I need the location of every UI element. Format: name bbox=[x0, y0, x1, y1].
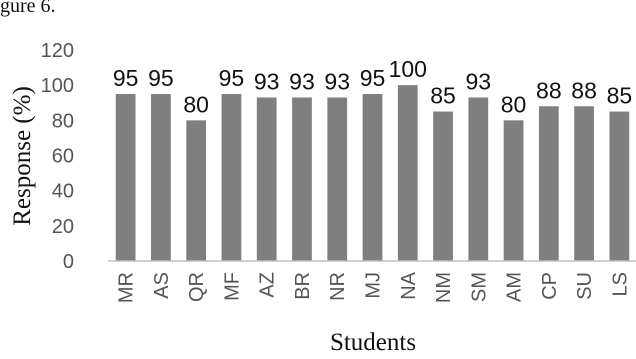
x-tick-label: NM bbox=[433, 272, 455, 303]
bar-nm bbox=[433, 111, 453, 262]
x-tick-label: LS bbox=[609, 272, 631, 296]
bar-mf bbox=[221, 93, 242, 261]
y-tick-label: 20 bbox=[52, 216, 74, 238]
x-tick-label: SM bbox=[468, 272, 490, 302]
bar-br bbox=[292, 97, 312, 261]
x-tick-label: MJ bbox=[363, 272, 385, 299]
data-label: 95 bbox=[360, 65, 386, 91]
bar-qr bbox=[186, 120, 207, 261]
bar-na bbox=[397, 85, 418, 262]
data-label: 93 bbox=[324, 68, 350, 94]
data-label: 85 bbox=[607, 83, 633, 109]
y-axis-ticks: 0 20 40 60 80 100 120 bbox=[41, 40, 74, 273]
bar-as bbox=[151, 93, 171, 261]
y-tick-label: 80 bbox=[52, 110, 74, 132]
data-label: 95 bbox=[113, 65, 139, 91]
x-tick-label: AM bbox=[504, 272, 526, 302]
y-tick-label: 40 bbox=[52, 181, 74, 203]
x-tick-label: NA bbox=[398, 271, 420, 299]
data-label: 80 bbox=[183, 91, 209, 117]
data-label: 88 bbox=[571, 77, 597, 103]
x-tick-label: MF bbox=[221, 272, 243, 301]
y-tick-label: 60 bbox=[52, 146, 74, 168]
bar-am bbox=[503, 120, 524, 261]
bar-ls bbox=[609, 111, 630, 262]
bar-sm bbox=[468, 97, 489, 261]
x-tick-label: SU bbox=[574, 272, 596, 300]
data-label: 95 bbox=[219, 65, 245, 91]
data-label: 100 bbox=[389, 56, 427, 82]
bars bbox=[115, 85, 630, 262]
x-tick-label: NR bbox=[327, 272, 349, 301]
bar-nr bbox=[327, 97, 348, 261]
y-tick-label: 0 bbox=[63, 251, 74, 273]
x-tick-label: AS bbox=[151, 272, 173, 299]
data-label: 88 bbox=[536, 77, 562, 103]
x-axis-ticks: MR AS QR MF AZ BR NR MJ NA NM SM AM CP SU LS bbox=[116, 271, 632, 303]
data-label: 95 bbox=[148, 65, 174, 91]
caption-fragment: gure 6. bbox=[0, 0, 56, 17]
bar-cp bbox=[538, 106, 559, 262]
data-label: 80 bbox=[501, 91, 527, 117]
data-label: 93 bbox=[289, 68, 315, 94]
bar-az bbox=[256, 97, 277, 261]
x-axis-title: Students bbox=[330, 329, 416, 356]
x-tick-label: BR bbox=[292, 272, 314, 300]
x-tick-label: MR bbox=[116, 272, 138, 303]
y-axis-title: Response (%) bbox=[9, 86, 36, 226]
data-label: 85 bbox=[430, 83, 456, 109]
bar-mr bbox=[115, 93, 136, 261]
y-tick-label: 120 bbox=[41, 40, 74, 62]
x-tick-label: AZ bbox=[257, 272, 279, 298]
x-tick-label: CP bbox=[539, 272, 561, 300]
data-label: 93 bbox=[254, 68, 280, 94]
bar-mj bbox=[362, 93, 383, 261]
x-tick-label: QR bbox=[186, 272, 208, 302]
data-label: 93 bbox=[466, 68, 492, 94]
y-tick-label: 100 bbox=[41, 75, 74, 97]
bar-su bbox=[574, 106, 594, 262]
